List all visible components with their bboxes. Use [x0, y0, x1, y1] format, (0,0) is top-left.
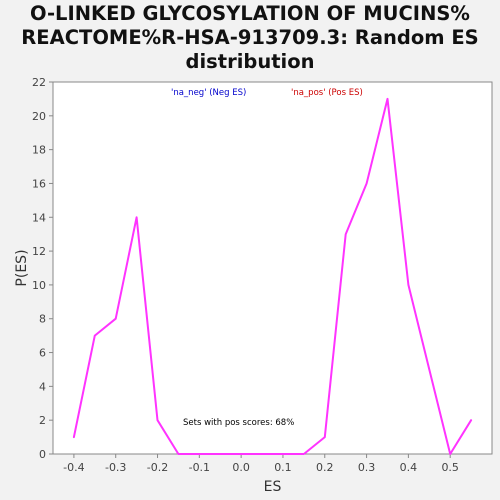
- chart-title-line-2: REACTOME%R-HSA-913709.3: Random ES: [21, 26, 479, 49]
- series-line: [72, 97, 473, 455]
- chart-title-line-1: O-LINKED GLYCOSYLATION OF MUCINS%: [30, 2, 470, 25]
- legend-entry-neg: 'na_neg' (Neg ES): [171, 88, 246, 98]
- x-tick-label: -0.2: [147, 461, 168, 474]
- chart-title-line-3: distribution: [185, 50, 315, 73]
- y-tick-label: 4: [39, 380, 46, 393]
- y-tick-label: 8: [39, 313, 46, 326]
- x-tick-label: 0.4: [400, 461, 418, 474]
- x-tick-label: 0.2: [316, 461, 334, 474]
- y-tick-label: 12: [32, 245, 46, 258]
- y-tick-label: 10: [32, 279, 46, 292]
- y-tick-label: 18: [32, 144, 46, 157]
- y-axis-label: P(ES): [14, 249, 30, 286]
- annotation-pos-scores: Sets with pos scores: 68%: [183, 418, 294, 428]
- x-tick-label: -0.1: [189, 461, 210, 474]
- plot-area: [52, 81, 493, 455]
- legend-entry-pos: 'na_pos' (Pos ES): [291, 88, 363, 98]
- ticks-layer: 0 2 4 6 8 10 12 14 16 18 20 22 -0.4 -0.3 -0.2 -0.1 0.0 0.…: [32, 76, 459, 474]
- y-tick-label: 14: [32, 211, 46, 224]
- chart-title: O-LINKED GLYCOSYLATION OF MUCINS% REACTO…: [0, 2, 500, 74]
- x-tick-label: 0.3: [358, 461, 376, 474]
- y-tick-label: 2: [39, 414, 46, 427]
- y-tick-label: 20: [32, 110, 46, 123]
- x-tick-label: -0.4: [63, 461, 84, 474]
- y-tick-label: 0: [39, 448, 46, 461]
- y-tick-label: 22: [32, 76, 46, 89]
- x-axis-label: ES: [264, 479, 282, 495]
- x-tick-label: -0.3: [105, 461, 126, 474]
- series-layer: [72, 97, 473, 455]
- x-tick-label: 0.5: [441, 461, 459, 474]
- y-tick-label: 6: [39, 347, 46, 360]
- x-tick-label: 0.1: [274, 461, 292, 474]
- y-tick-label: 16: [32, 177, 46, 190]
- x-tick-label: 0.0: [232, 461, 250, 474]
